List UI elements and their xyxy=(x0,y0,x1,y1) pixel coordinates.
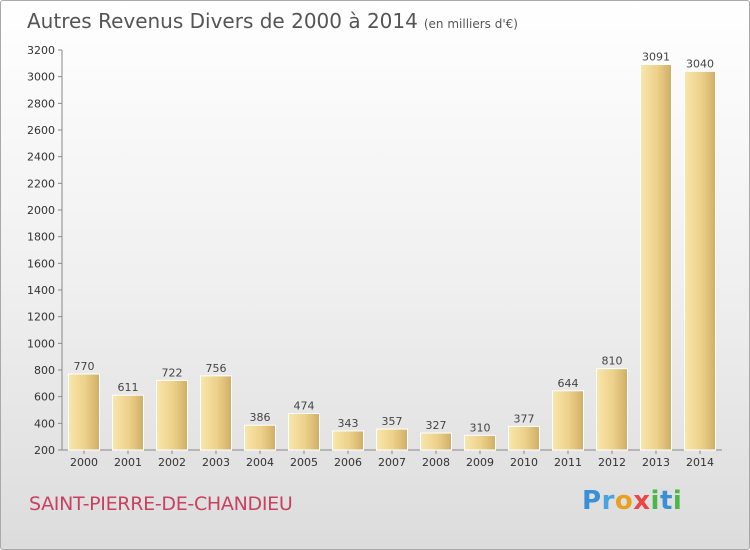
chart-title-text: Autres Revenus Divers de 2000 à 2014 xyxy=(27,9,418,33)
y-tick-label: 3000 xyxy=(27,71,55,84)
data-label: 343 xyxy=(338,417,359,430)
x-tick-label: 2000 xyxy=(70,456,98,469)
data-label: 810 xyxy=(602,355,623,368)
proxiti-logo: Proxiti xyxy=(582,486,683,516)
chart-unit: (en milliers d'€) xyxy=(423,17,518,31)
x-tick-label: 2010 xyxy=(510,456,538,469)
y-tick-label: 800 xyxy=(34,364,55,377)
y-tick-label: 400 xyxy=(34,417,55,430)
y-tick-label: 2600 xyxy=(27,124,55,137)
y-tick-label: 1200 xyxy=(27,311,55,324)
bar xyxy=(288,412,320,451)
bar xyxy=(376,428,408,451)
data-label: 770 xyxy=(74,360,95,373)
data-label: 386 xyxy=(250,411,271,424)
x-tick-label: 2002 xyxy=(158,456,186,469)
x-tick-label: 2006 xyxy=(334,456,362,469)
y-tick-label: 1800 xyxy=(27,231,55,244)
y-tick-label: 3200 xyxy=(27,44,55,57)
bar xyxy=(552,390,584,451)
x-tick-label: 2014 xyxy=(686,456,714,469)
y-tick-label: 2000 xyxy=(27,204,55,217)
data-label: 3091 xyxy=(642,51,670,64)
x-tick-label: 2003 xyxy=(202,456,230,469)
bar xyxy=(596,368,628,451)
data-label: 474 xyxy=(294,399,315,412)
y-tick-label: 2400 xyxy=(27,151,55,164)
data-label: 756 xyxy=(206,362,227,375)
y-tick-label: 2200 xyxy=(27,177,55,190)
bar xyxy=(68,373,100,451)
place-name: SAINT-PIERRE-DE-CHANDIEU xyxy=(29,493,293,515)
data-label: 722 xyxy=(162,366,183,379)
x-tick-label: 2001 xyxy=(114,456,142,469)
chart-title: Autres Revenus Divers de 2000 à 2014 (en … xyxy=(27,9,518,33)
data-label: 357 xyxy=(382,415,403,428)
y-tick-label: 600 xyxy=(34,391,55,404)
bar xyxy=(332,430,364,451)
data-label: 310 xyxy=(470,421,491,434)
bar xyxy=(684,70,716,451)
y-tick-label: 2800 xyxy=(27,97,55,110)
bar xyxy=(156,379,188,451)
data-label: 3040 xyxy=(686,57,714,70)
x-tick-label: 2012 xyxy=(598,456,626,469)
data-label: 611 xyxy=(118,381,139,394)
x-tick-label: 2011 xyxy=(554,456,582,469)
bar xyxy=(244,424,276,451)
chart-labels: 2000 770 2001 611 2002 722 2003 756 2004 386 2005 4… xyxy=(70,51,714,469)
x-tick-label: 2005 xyxy=(290,456,318,469)
x-tick-label: 2004 xyxy=(246,456,274,469)
x-tick-label: 2007 xyxy=(378,456,406,469)
bar xyxy=(464,434,496,451)
data-label: 377 xyxy=(514,412,535,425)
data-label: 644 xyxy=(558,377,579,390)
y-tick-label: 1000 xyxy=(27,337,55,350)
x-tick-label: 2013 xyxy=(642,456,670,469)
x-tick-label: 2008 xyxy=(422,456,450,469)
bar xyxy=(508,425,540,451)
data-label: 327 xyxy=(426,419,447,432)
bar xyxy=(420,432,452,451)
bar xyxy=(200,375,232,451)
y-tick-label: 1600 xyxy=(27,257,55,270)
chart-bars xyxy=(68,64,716,451)
y-tick-label: 200 xyxy=(34,444,55,457)
y-tick-label: 1400 xyxy=(27,284,55,297)
x-tick-label: 2009 xyxy=(466,456,494,469)
bar xyxy=(640,64,672,451)
bar xyxy=(112,394,144,451)
